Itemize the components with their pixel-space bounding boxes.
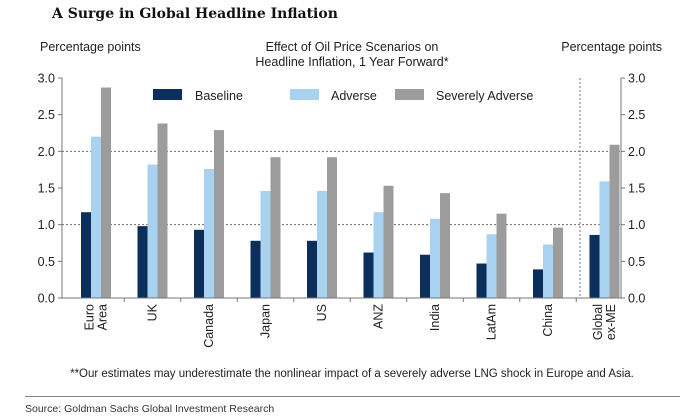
x-tick-label: Area: [96, 304, 110, 330]
bar-baseline: [533, 269, 543, 298]
x-tick-label: India: [428, 304, 442, 331]
legend-swatch: [395, 89, 424, 100]
bar-adverse: [147, 164, 158, 298]
bar-severely-adverse: [270, 157, 281, 298]
y-axis-label-left: Percentage points: [40, 40, 141, 54]
bar-baseline: [476, 263, 487, 298]
page-title: A Surge in Global Headline Inflation: [52, 6, 338, 22]
y-tick-label-right: 2.0: [628, 145, 645, 159]
bar-adverse: [430, 218, 440, 298]
y-tick-label-right: 0.5: [628, 255, 645, 269]
bar-severely-adverse: [101, 87, 111, 299]
bar-severely-adverse: [440, 193, 450, 298]
source-note: Source: Goldman Sachs Global Investment …: [25, 403, 275, 415]
x-tick-label: Euro: [83, 304, 97, 330]
bar-severely-adverse: [496, 213, 507, 298]
y-tick-label-right: 2.5: [628, 108, 645, 122]
legend-label: Baseline: [195, 89, 243, 103]
y-tick-label-right: 3.0: [628, 72, 645, 86]
y-tick-label-left: 0.0: [38, 292, 55, 306]
x-tick-label: Canada: [202, 304, 216, 348]
bar-baseline: [589, 234, 600, 298]
bar-severely-adverse: [383, 185, 394, 298]
bar-severely-adverse: [609, 144, 620, 298]
y-tick-label-left: 2.5: [38, 108, 55, 122]
bar-baseline: [363, 252, 374, 298]
bar-adverse: [204, 168, 214, 298]
bar-severely-adverse: [214, 130, 224, 298]
chart-title-line: Effect of Oil Price Scenarios on: [266, 40, 439, 54]
bar-adverse: [373, 212, 384, 298]
chart-title-line: Headline Inflation, 1 Year Forward*: [255, 55, 448, 69]
y-tick-label-right: 1.5: [628, 182, 645, 196]
bar-adverse: [543, 244, 553, 298]
y-tick-label-left: 0.5: [38, 255, 55, 269]
x-tick-label: ANZ: [372, 304, 386, 329]
bar-adverse: [486, 234, 497, 298]
bar-adverse: [91, 136, 101, 298]
bar-severely-adverse: [157, 123, 168, 298]
y-tick-label-left: 1.0: [38, 218, 55, 232]
y-tick-label-left: 2.0: [38, 145, 55, 159]
x-tick-label: China: [541, 304, 555, 337]
divider: [25, 396, 680, 397]
bar-baseline: [307, 240, 317, 298]
bar-severely-adverse: [327, 157, 337, 298]
legend-label: Severely Adverse: [436, 89, 533, 103]
legend-swatch: [290, 89, 319, 100]
y-tick-label-right: 0.0: [628, 292, 645, 306]
bar-baseline: [81, 212, 91, 298]
y-tick-label-left: 1.5: [38, 182, 55, 196]
bar-baseline: [250, 240, 261, 298]
x-tick-label: Japan: [259, 304, 273, 338]
bar-baseline: [420, 254, 430, 298]
bar-adverse: [317, 190, 327, 298]
bar-adverse: [599, 181, 610, 298]
bar-baseline: [137, 226, 148, 298]
y-tick-label-left: 3.0: [38, 72, 55, 86]
legend-swatch: [153, 89, 182, 100]
bar-adverse: [260, 190, 271, 298]
x-tick-label: UK: [146, 303, 160, 321]
bar-severely-adverse: [553, 227, 563, 298]
footnote: **Our estimates may underestimate the no…: [70, 368, 634, 380]
legend-label: Adverse: [331, 89, 377, 103]
x-tick-label: Global: [591, 304, 605, 340]
bar-baseline: [194, 229, 204, 298]
y-axis-label-right: Percentage points: [561, 40, 662, 54]
y-tick-label-right: 1.0: [628, 218, 645, 232]
x-tick-label: US: [315, 304, 329, 321]
x-tick-label: ex-ME: [604, 304, 618, 340]
x-tick-label: LatAm: [485, 304, 499, 340]
